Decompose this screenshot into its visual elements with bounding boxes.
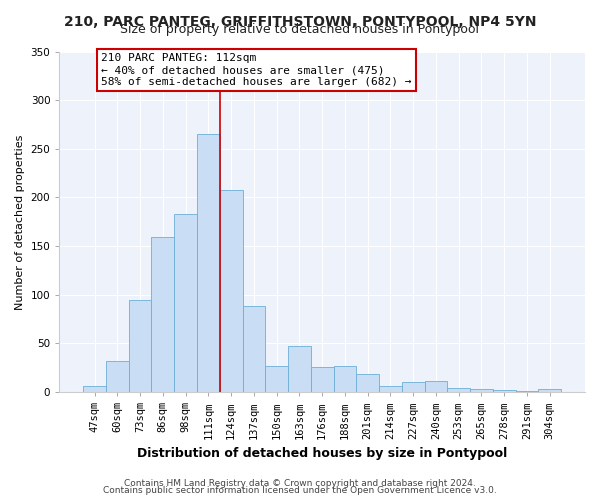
Bar	[334, 366, 356, 392]
Bar	[265, 366, 288, 392]
Bar	[106, 361, 129, 392]
Bar	[515, 391, 538, 392]
Bar	[151, 238, 174, 392]
Bar	[425, 382, 448, 392]
Bar	[288, 346, 311, 392]
Bar	[538, 389, 561, 392]
Bar	[197, 134, 220, 392]
Bar	[311, 367, 334, 392]
Bar	[83, 386, 106, 392]
Bar	[220, 190, 242, 392]
Bar	[129, 300, 151, 392]
Text: Size of property relative to detached houses in Pontypool: Size of property relative to detached ho…	[121, 22, 479, 36]
Bar	[402, 382, 425, 392]
Bar	[174, 214, 197, 392]
Bar	[493, 390, 515, 392]
Bar	[379, 386, 402, 392]
Bar	[242, 306, 265, 392]
X-axis label: Distribution of detached houses by size in Pontypool: Distribution of detached houses by size …	[137, 447, 507, 460]
Y-axis label: Number of detached properties: Number of detached properties	[15, 134, 25, 310]
Text: Contains public sector information licensed under the Open Government Licence v3: Contains public sector information licen…	[103, 486, 497, 495]
Text: Contains HM Land Registry data © Crown copyright and database right 2024.: Contains HM Land Registry data © Crown c…	[124, 478, 476, 488]
Text: 210 PARC PANTEG: 112sqm
← 40% of detached houses are smaller (475)
58% of semi-d: 210 PARC PANTEG: 112sqm ← 40% of detache…	[101, 54, 412, 86]
Text: 210, PARC PANTEG, GRIFFITHSTOWN, PONTYPOOL, NP4 5YN: 210, PARC PANTEG, GRIFFITHSTOWN, PONTYPO…	[64, 15, 536, 29]
Bar	[470, 389, 493, 392]
Bar	[448, 388, 470, 392]
Bar	[356, 374, 379, 392]
